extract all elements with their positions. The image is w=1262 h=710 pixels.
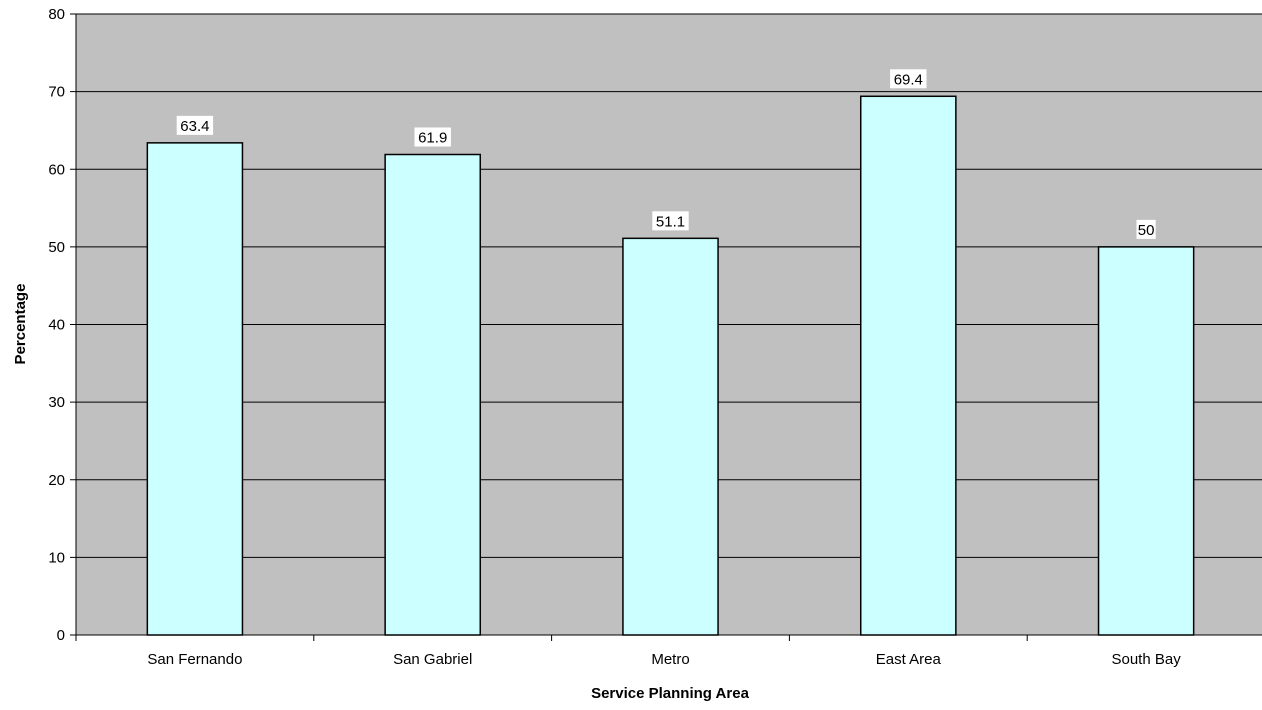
x-tick-label: San Gabriel [393,651,472,668]
x-tick-label: San Fernando [147,651,242,668]
bars [146,95,1195,636]
data-label-background [176,115,214,135]
y-axis-title: Percentage [12,284,29,365]
x-tick-label: Metro [651,651,689,668]
x-tick-labels: San Fernando San Gabriel Metro East Area Sou… [147,651,1181,668]
y-tick-label: 20 [48,472,65,489]
y-tick-label: 80 [48,6,65,23]
data-label-text: 50 [1138,222,1155,239]
axes [70,13,1262,641]
y-tick-label: 40 [48,317,65,334]
bar [384,153,482,636]
data-label-text: 63.4 [180,118,209,135]
data-label-background [652,211,689,231]
x-tick-label: East Area [876,651,942,668]
data-label-text: 51.1 [656,213,685,230]
data-label-text: 61.9 [418,130,447,147]
y-tick-label: 50 [48,239,65,256]
x-axis-title: Service Planning Area [591,685,750,702]
y-tick-label: 70 [48,84,65,101]
y-tick-labels: 0 10 20 30 40 50 60 70 80 [48,6,65,644]
bar [859,95,957,636]
data-label: 50 [1136,219,1156,239]
data-label: 51.1 [652,211,689,231]
bar [1097,246,1195,636]
y-tick-label: 30 [48,394,65,411]
bar [622,237,719,636]
x-tick-label: South Bay [1111,651,1181,668]
bar [146,142,244,636]
y-tick-label: 10 [48,549,65,566]
data-label: 61.9 [414,127,451,147]
data-label: 63.4 [176,115,214,135]
data-label-background [1136,219,1156,239]
data-label-background [414,127,451,147]
y-tick-label: 0 [57,627,65,644]
data-label: 69.4 [890,69,927,89]
data-label-text: 69.4 [894,71,923,88]
y-tick-label: 60 [48,161,65,178]
data-label-background [890,69,927,89]
data-labels: 63.4 61.9 51.1 69.4 50 [176,69,1156,239]
